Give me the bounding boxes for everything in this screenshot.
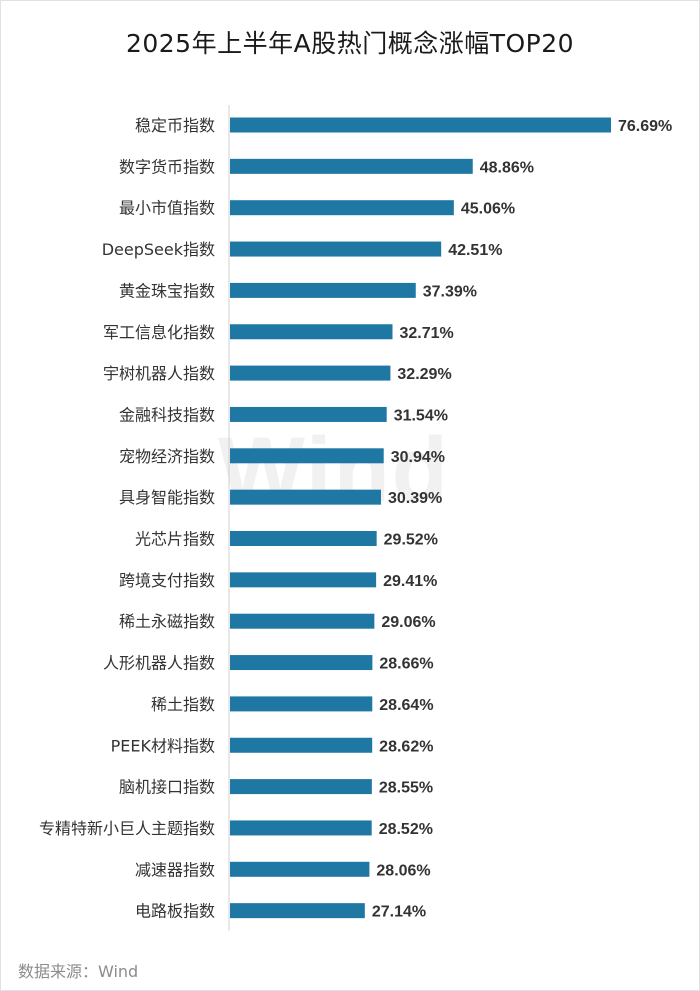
bar bbox=[230, 779, 372, 795]
category-label: 具身智能指数 bbox=[119, 488, 215, 507]
category-label: 跨境支付指数 bbox=[119, 571, 215, 590]
data-label: 29.06% bbox=[381, 614, 435, 631]
category-label: 金融科技指数 bbox=[119, 405, 215, 424]
source-note: 数据来源：Wind bbox=[18, 962, 139, 981]
bar bbox=[230, 655, 373, 671]
data-label: 28.64% bbox=[379, 697, 433, 714]
category-label: 稀土永磁指数 bbox=[119, 612, 215, 631]
category-label: 人形机器人指数 bbox=[103, 654, 215, 673]
data-label: 28.52% bbox=[379, 821, 433, 838]
bar bbox=[230, 365, 391, 381]
data-label: 42.51% bbox=[448, 242, 502, 259]
category-label: 军工信息化指数 bbox=[103, 323, 215, 342]
category-label: 宇树机器人指数 bbox=[103, 364, 215, 383]
data-label: 37.39% bbox=[423, 283, 477, 300]
data-label: 29.52% bbox=[384, 532, 438, 549]
bar bbox=[230, 200, 454, 216]
bar bbox=[230, 489, 381, 505]
bar bbox=[230, 613, 375, 629]
data-label: 76.69% bbox=[618, 118, 672, 135]
bar bbox=[230, 861, 370, 877]
bar bbox=[230, 448, 384, 464]
data-label: 28.06% bbox=[376, 862, 430, 879]
bar bbox=[230, 737, 373, 753]
data-label: 32.71% bbox=[400, 325, 454, 342]
bar bbox=[230, 572, 377, 588]
category-label: 电路板指数 bbox=[135, 902, 215, 921]
bar bbox=[230, 158, 473, 174]
category-label: 宠物经济指数 bbox=[119, 447, 215, 466]
bar bbox=[230, 531, 377, 546]
data-label: 28.55% bbox=[379, 780, 433, 797]
data-label: 30.94% bbox=[391, 449, 445, 466]
bar bbox=[230, 241, 442, 257]
bar bbox=[230, 406, 387, 422]
bar bbox=[230, 903, 365, 919]
category-label: 光芯片指数 bbox=[135, 530, 215, 549]
bar bbox=[230, 324, 393, 340]
category-label: PEEK材料指数 bbox=[111, 736, 215, 755]
category-label: 稳定币指数 bbox=[135, 116, 215, 135]
data-label: 27.14% bbox=[372, 904, 426, 921]
data-label: 28.66% bbox=[379, 656, 433, 673]
category-label: DeepSeek指数 bbox=[102, 240, 215, 259]
category-label: 数字货币指数 bbox=[119, 157, 215, 176]
bar bbox=[230, 117, 611, 133]
bar bbox=[230, 696, 373, 712]
data-label: 32.29% bbox=[397, 366, 451, 383]
data-label: 28.62% bbox=[379, 738, 433, 755]
data-label: 45.06% bbox=[461, 201, 515, 218]
category-label: 稀土指数 bbox=[151, 695, 215, 714]
bar bbox=[230, 820, 372, 836]
category-label: 减速器指数 bbox=[135, 860, 215, 879]
category-label: 专精特新小巨人主题指数 bbox=[39, 819, 215, 838]
data-label: 29.41% bbox=[383, 573, 437, 590]
category-label: 黄金珠宝指数 bbox=[119, 281, 215, 300]
category-label: 最小市值指数 bbox=[119, 199, 215, 218]
data-label: 30.39% bbox=[388, 490, 442, 507]
data-label: 31.54% bbox=[394, 407, 448, 424]
data-label: 48.86% bbox=[480, 159, 534, 176]
category-label: 脑机接口指数 bbox=[119, 778, 215, 797]
bar bbox=[230, 282, 416, 298]
chart-title: 2025年上半年A股热门概念涨幅TOP20 bbox=[125, 29, 575, 58]
